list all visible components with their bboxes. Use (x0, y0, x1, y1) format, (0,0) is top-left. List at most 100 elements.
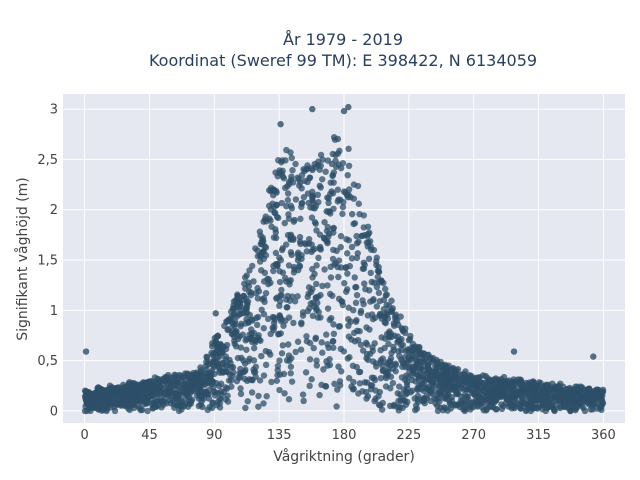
data-point (317, 162, 324, 169)
data-point (258, 352, 265, 360)
x-tick-label: 135 (267, 428, 292, 443)
data-point (178, 377, 185, 384)
data-point (310, 344, 317, 352)
data-point (355, 390, 362, 397)
data-point (344, 270, 351, 277)
data-point (377, 374, 385, 382)
data-point (421, 397, 428, 404)
data-point (353, 232, 360, 240)
data-point (287, 363, 295, 370)
data-point (272, 169, 279, 176)
data-point (378, 334, 385, 341)
data-point (312, 220, 319, 227)
data-point (248, 376, 256, 384)
data-point (471, 391, 478, 399)
data-point (561, 397, 568, 405)
data-point (367, 269, 374, 277)
data-point (185, 373, 192, 380)
data-point (436, 381, 443, 389)
data-point (496, 390, 503, 397)
data-point (434, 402, 441, 410)
data-point (535, 389, 542, 396)
data-point (273, 377, 281, 384)
x-tick-label: 270 (461, 428, 486, 443)
data-point (278, 199, 285, 207)
data-point (382, 285, 389, 293)
data-point (175, 402, 183, 409)
data-point (379, 355, 386, 362)
data-point (369, 344, 376, 351)
data-point (373, 254, 381, 261)
data-point (353, 240, 361, 247)
data-point (510, 348, 518, 355)
data-point (214, 389, 221, 397)
data-point (184, 403, 192, 410)
data-point (198, 375, 205, 383)
data-point (414, 392, 422, 400)
data-point (529, 378, 537, 386)
data-point (321, 219, 328, 226)
data-point (284, 183, 291, 190)
data-point (246, 267, 253, 274)
data-point (230, 310, 238, 318)
data-point (433, 396, 440, 403)
data-point (276, 371, 284, 378)
data-point (110, 389, 117, 397)
data-point (196, 391, 203, 398)
x-tick-label: 225 (396, 428, 421, 443)
data-point (349, 386, 357, 393)
data-point (239, 331, 246, 338)
data-point (375, 401, 383, 408)
data-point (392, 360, 399, 367)
data-point (276, 386, 283, 394)
data-point (175, 407, 183, 415)
data-point (276, 254, 283, 261)
data-point (363, 341, 371, 348)
data-point (309, 193, 316, 201)
data-point (441, 361, 449, 369)
data-point (445, 392, 452, 399)
data-point (325, 199, 332, 207)
data-point (443, 366, 451, 374)
data-point (421, 376, 429, 383)
data-point (224, 398, 232, 405)
data-point (300, 397, 307, 405)
data-point (375, 268, 382, 275)
data-point (571, 389, 579, 396)
data-point (202, 362, 209, 370)
data-point (390, 402, 397, 410)
data-point (364, 223, 372, 230)
data-point (285, 341, 292, 348)
data-point (298, 185, 305, 192)
data-point (356, 380, 364, 387)
data-point (466, 372, 473, 379)
data-point (198, 370, 205, 378)
data-point (309, 299, 317, 306)
data-point (119, 389, 126, 397)
data-point (544, 404, 551, 412)
data-point (128, 382, 136, 389)
data-point (319, 176, 326, 183)
data-point (316, 182, 323, 189)
data-point (315, 254, 322, 262)
data-point (425, 385, 433, 393)
data-point (351, 274, 358, 281)
y-tick-label: 2 (50, 203, 58, 218)
data-point (289, 166, 296, 174)
y-axis-title: Signifikant våghöjd (m) (14, 177, 31, 340)
data-point (329, 337, 337, 345)
data-point (412, 378, 419, 385)
y-tick-label: 0,5 (37, 354, 58, 369)
data-point (250, 329, 258, 337)
data-point (224, 318, 231, 325)
data-point (276, 268, 283, 275)
x-axis-title: Vågriktning (grader) (273, 448, 415, 465)
data-point (352, 318, 360, 325)
data-point (305, 235, 313, 243)
data-point (313, 262, 320, 269)
data-point (299, 309, 307, 316)
data-point (234, 335, 242, 343)
data-point (321, 266, 328, 273)
data-point (387, 373, 395, 380)
data-point (459, 375, 467, 382)
